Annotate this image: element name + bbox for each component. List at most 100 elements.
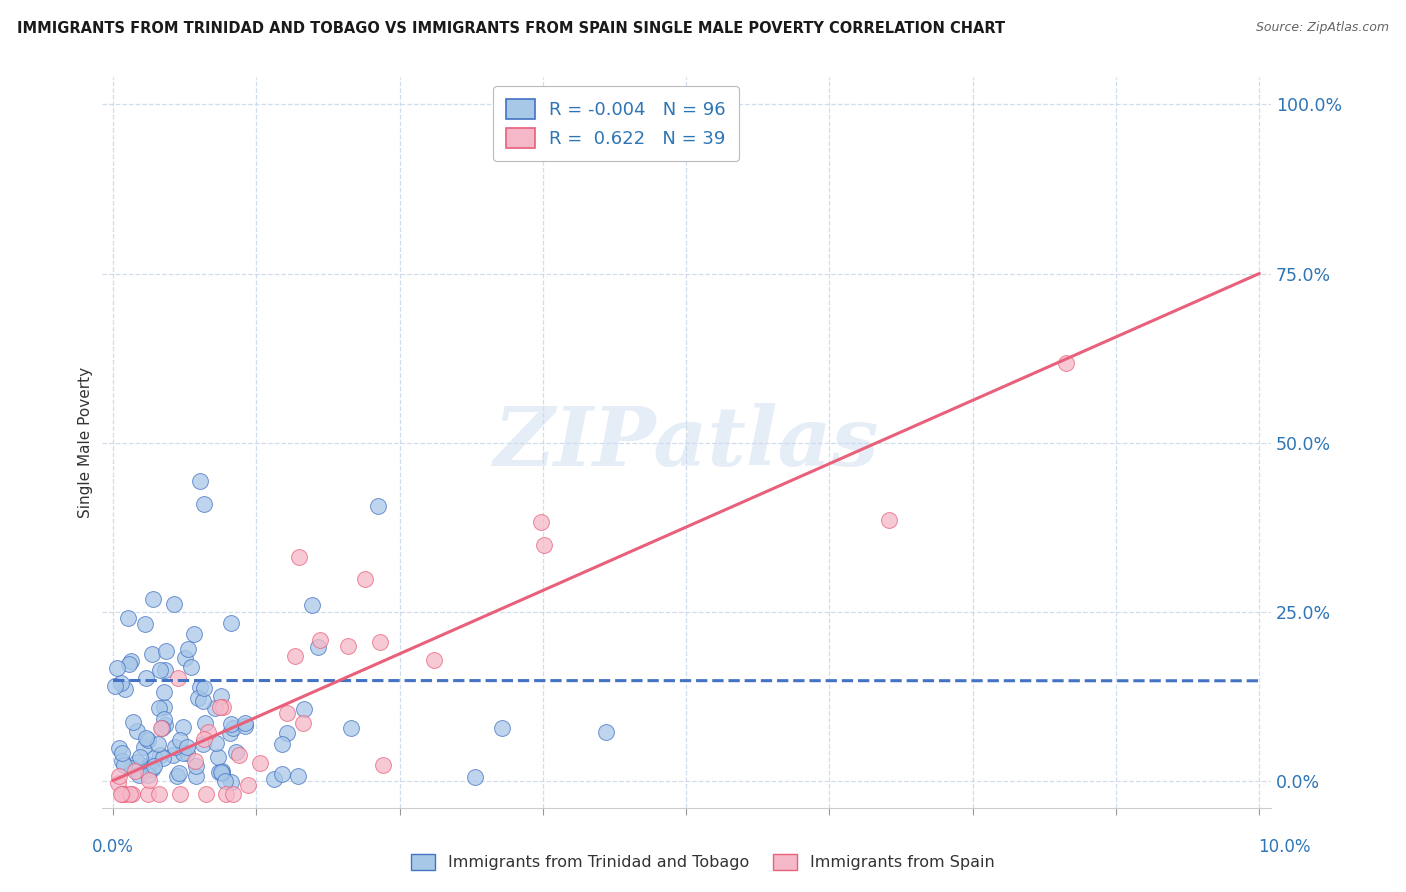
Point — [183, 626, 205, 640]
Point — [184, 759, 207, 773]
Point — [373, 757, 395, 772]
Point — [176, 739, 198, 754]
Point — [219, 774, 242, 789]
Point — [111, 787, 134, 801]
Point — [188, 680, 211, 694]
Point — [149, 748, 172, 763]
Point — [135, 731, 157, 746]
Point — [595, 725, 617, 739]
Point — [165, 740, 187, 755]
Point — [162, 597, 184, 611]
Point — [117, 611, 139, 625]
Point — [110, 675, 132, 690]
Point — [233, 716, 256, 731]
Point — [114, 682, 136, 697]
Point — [208, 765, 231, 780]
Point — [166, 671, 188, 685]
Point — [136, 768, 159, 782]
Point — [138, 758, 160, 772]
Point — [148, 787, 170, 801]
Point — [205, 735, 228, 749]
Point — [152, 699, 174, 714]
Point — [172, 720, 194, 734]
Point — [169, 787, 191, 801]
Point — [166, 769, 188, 783]
Point — [292, 702, 315, 716]
Point — [368, 635, 391, 649]
Point — [121, 787, 143, 801]
Point — [491, 721, 513, 735]
Point — [152, 751, 174, 765]
Point — [104, 680, 127, 694]
Point — [141, 648, 163, 662]
Text: 0.0%: 0.0% — [91, 838, 134, 855]
Point — [235, 719, 257, 733]
Point — [530, 515, 553, 529]
Point — [136, 733, 159, 747]
Point — [172, 747, 194, 761]
Point — [219, 615, 242, 630]
Point — [228, 747, 250, 762]
Point — [336, 639, 359, 653]
Point — [162, 747, 184, 762]
Point — [354, 572, 377, 586]
Point — [125, 724, 148, 739]
Point — [212, 700, 235, 714]
Point — [121, 761, 143, 775]
Point — [209, 764, 232, 779]
Point — [214, 774, 236, 789]
Point — [128, 768, 150, 782]
Point — [141, 762, 163, 776]
Point — [136, 762, 159, 776]
Point — [142, 759, 165, 773]
Point — [263, 772, 285, 786]
Point — [193, 497, 215, 511]
Point — [153, 712, 176, 726]
Point — [222, 787, 245, 801]
Point — [193, 731, 215, 746]
Legend: R = -0.004   N = 96, R =  0.622   N = 39: R = -0.004 N = 96, R = 0.622 N = 39 — [494, 87, 738, 161]
Point — [307, 640, 329, 655]
Point — [271, 766, 294, 780]
Point — [107, 768, 129, 782]
Point — [197, 724, 219, 739]
Point — [142, 592, 165, 607]
Point — [124, 764, 146, 779]
Point — [367, 499, 389, 513]
Point — [148, 701, 170, 715]
Y-axis label: Single Male Poverty: Single Male Poverty — [79, 367, 93, 518]
Point — [107, 740, 129, 755]
Point — [153, 663, 176, 677]
Point — [135, 671, 157, 685]
Point — [222, 721, 245, 735]
Point — [136, 787, 159, 801]
Point — [120, 654, 142, 668]
Point — [219, 717, 242, 731]
Point — [111, 746, 134, 760]
Point — [112, 758, 135, 772]
Point — [180, 660, 202, 674]
Point — [143, 750, 166, 764]
Point — [149, 663, 172, 677]
Point — [118, 657, 141, 672]
Point — [114, 787, 136, 801]
Point — [107, 775, 129, 789]
Point — [423, 652, 446, 666]
Point — [187, 691, 209, 706]
Point — [150, 721, 173, 735]
Text: ZIPatlas: ZIPatlas — [494, 402, 879, 483]
Point — [284, 649, 307, 664]
Point — [128, 750, 150, 764]
Point — [276, 706, 298, 721]
Text: 10.0%: 10.0% — [1258, 838, 1310, 855]
Point — [167, 766, 190, 780]
Point — [134, 617, 156, 632]
Point — [288, 550, 311, 565]
Point — [309, 632, 332, 647]
Point — [176, 746, 198, 760]
Point — [464, 770, 486, 784]
Point — [339, 721, 361, 735]
Point — [174, 650, 197, 665]
Point — [249, 756, 271, 771]
Legend: Immigrants from Trinidad and Tobago, Immigrants from Spain: Immigrants from Trinidad and Tobago, Imm… — [405, 847, 1001, 877]
